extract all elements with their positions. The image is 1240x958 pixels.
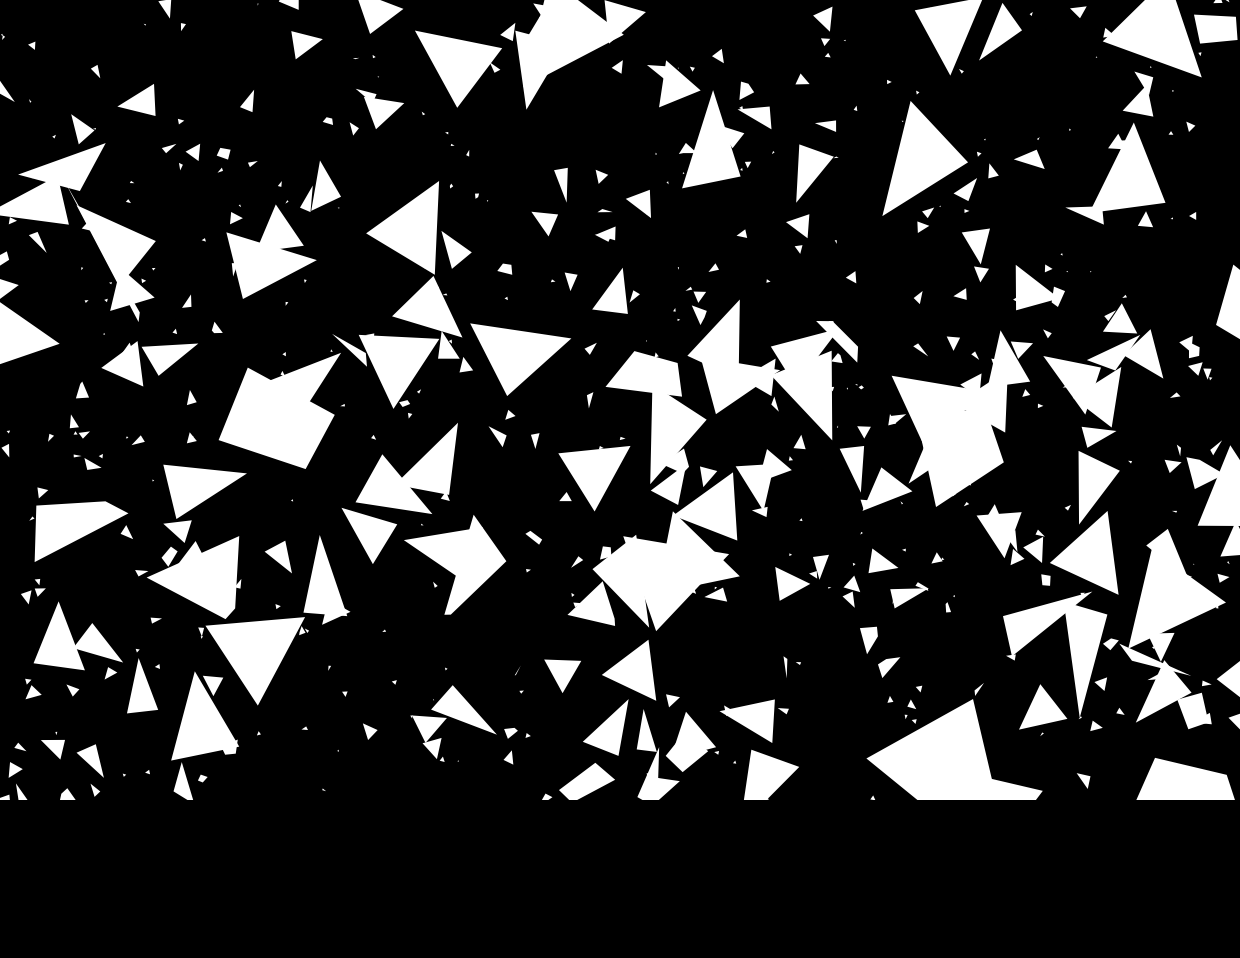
Text: EHT = 15.00 kV: EHT = 15.00 kV	[190, 834, 355, 854]
Text: 10 μm: 10 μm	[19, 827, 77, 846]
Text: WD = 9.5 mm: WD = 9.5 mm	[190, 898, 319, 917]
Text: Date :6 Dec 2016: Date :6 Dec 2016	[740, 834, 928, 854]
Text: Signal A = SE1: Signal A = SE1	[490, 834, 655, 855]
Text: Time :9:50:52: Time :9:50:52	[740, 898, 893, 917]
Text: Mag =  1.00 K X: Mag = 1.00 K X	[490, 898, 666, 917]
